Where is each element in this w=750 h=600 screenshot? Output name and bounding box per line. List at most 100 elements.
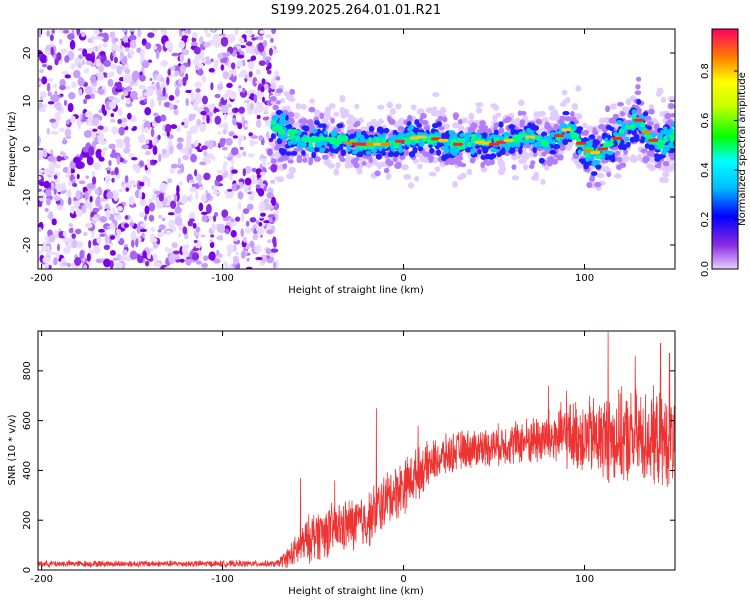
signal-blob xyxy=(335,161,341,169)
signal-blob xyxy=(423,125,431,131)
signal-blob xyxy=(540,178,546,185)
spectrogram-signal-track xyxy=(269,76,675,192)
noise-blob xyxy=(170,169,175,174)
signal-blob xyxy=(410,104,417,111)
noise-blob xyxy=(141,60,150,69)
noise-blob xyxy=(222,129,227,135)
noise-blob xyxy=(168,95,175,101)
noise-blob xyxy=(154,115,162,124)
noise-blob xyxy=(93,162,101,171)
noise-blob xyxy=(267,187,274,195)
noise-blob xyxy=(201,211,208,215)
signal-blob xyxy=(635,84,641,90)
noise-blob xyxy=(99,51,106,57)
signal-peak-segment xyxy=(633,118,644,122)
snr-x-label: Height of straight line (km) xyxy=(288,586,424,597)
noise-blob xyxy=(38,150,44,159)
signal-blob xyxy=(347,114,355,120)
signal-blob xyxy=(547,135,552,142)
noise-blob xyxy=(123,244,129,248)
noise-blob xyxy=(250,141,259,145)
signal-blob xyxy=(617,102,624,107)
noise-blob xyxy=(82,112,86,123)
colorbar-label: Normalized spectral amplitude xyxy=(737,72,748,226)
noise-blob xyxy=(200,195,208,202)
signal-blob xyxy=(651,132,656,137)
noise-blob xyxy=(266,192,274,199)
noise-blob xyxy=(85,53,93,62)
signal-blob xyxy=(414,151,422,158)
noise-blob xyxy=(245,266,253,269)
noise-blob xyxy=(113,56,118,64)
signal-blob xyxy=(381,133,387,139)
signal-blob xyxy=(340,149,347,157)
signal-blob xyxy=(383,127,390,134)
noise-blob xyxy=(85,175,90,179)
signal-blob xyxy=(376,126,384,134)
noise-blob xyxy=(214,115,222,125)
signal-peak-segment xyxy=(358,142,369,146)
signal-blob xyxy=(541,151,547,157)
signal-blob xyxy=(270,158,277,164)
signal-blob xyxy=(636,153,642,161)
noise-blob xyxy=(109,63,118,70)
noise-blob xyxy=(127,73,133,83)
noise-blob xyxy=(123,136,131,145)
signal-blob xyxy=(438,126,445,131)
noise-blob xyxy=(192,32,198,39)
noise-blob xyxy=(191,36,197,43)
noise-blob xyxy=(176,202,180,212)
noise-blob xyxy=(169,145,174,155)
signal-blob xyxy=(270,119,277,126)
noise-blob xyxy=(116,215,122,221)
signal-blob xyxy=(475,102,484,108)
signal-blob xyxy=(532,142,540,148)
signal-blob xyxy=(614,150,621,156)
noise-blob xyxy=(84,94,91,100)
signal-blob xyxy=(655,91,662,97)
noise-blob xyxy=(97,88,105,95)
noise-blob xyxy=(155,49,160,60)
y-tick-label: 10 xyxy=(22,95,33,108)
noise-blob xyxy=(39,69,44,73)
signal-blob xyxy=(559,101,567,107)
signal-blob xyxy=(617,156,623,163)
noise-blob xyxy=(252,233,259,241)
noise-blob xyxy=(95,58,101,68)
signal-blob xyxy=(663,126,668,131)
signal-blob xyxy=(642,157,649,164)
signal-blob xyxy=(564,116,572,122)
noise-blob xyxy=(255,184,261,189)
signal-blob xyxy=(363,144,368,151)
noise-blob xyxy=(151,29,159,32)
signal-blob xyxy=(621,123,626,129)
noise-blob xyxy=(68,92,76,100)
noise-blob xyxy=(260,254,267,264)
signal-blob xyxy=(490,103,498,109)
noise-blob xyxy=(201,56,206,65)
noise-blob xyxy=(231,169,238,174)
noise-blob xyxy=(206,114,210,124)
noise-blob xyxy=(176,142,183,150)
signal-blob xyxy=(285,105,291,111)
noise-blob xyxy=(225,216,232,219)
noise-blob xyxy=(248,195,253,201)
noise-blob xyxy=(216,170,224,174)
signal-peak-segment xyxy=(431,137,442,141)
noise-blob xyxy=(236,45,242,50)
noise-blob xyxy=(258,60,266,66)
signal-blob xyxy=(306,119,312,125)
noise-blob xyxy=(117,188,124,192)
signal-blob xyxy=(394,162,402,169)
noise-blob xyxy=(97,72,104,81)
noise-blob xyxy=(249,217,257,223)
noise-blob xyxy=(241,87,246,94)
noise-blob xyxy=(106,191,114,199)
noise-blob xyxy=(139,228,148,233)
noise-blob xyxy=(246,101,250,112)
noise-blob xyxy=(229,76,236,81)
noise-blob xyxy=(270,163,278,173)
noise-blob xyxy=(104,233,109,244)
signal-blob xyxy=(336,134,343,141)
noise-blob xyxy=(83,68,90,74)
